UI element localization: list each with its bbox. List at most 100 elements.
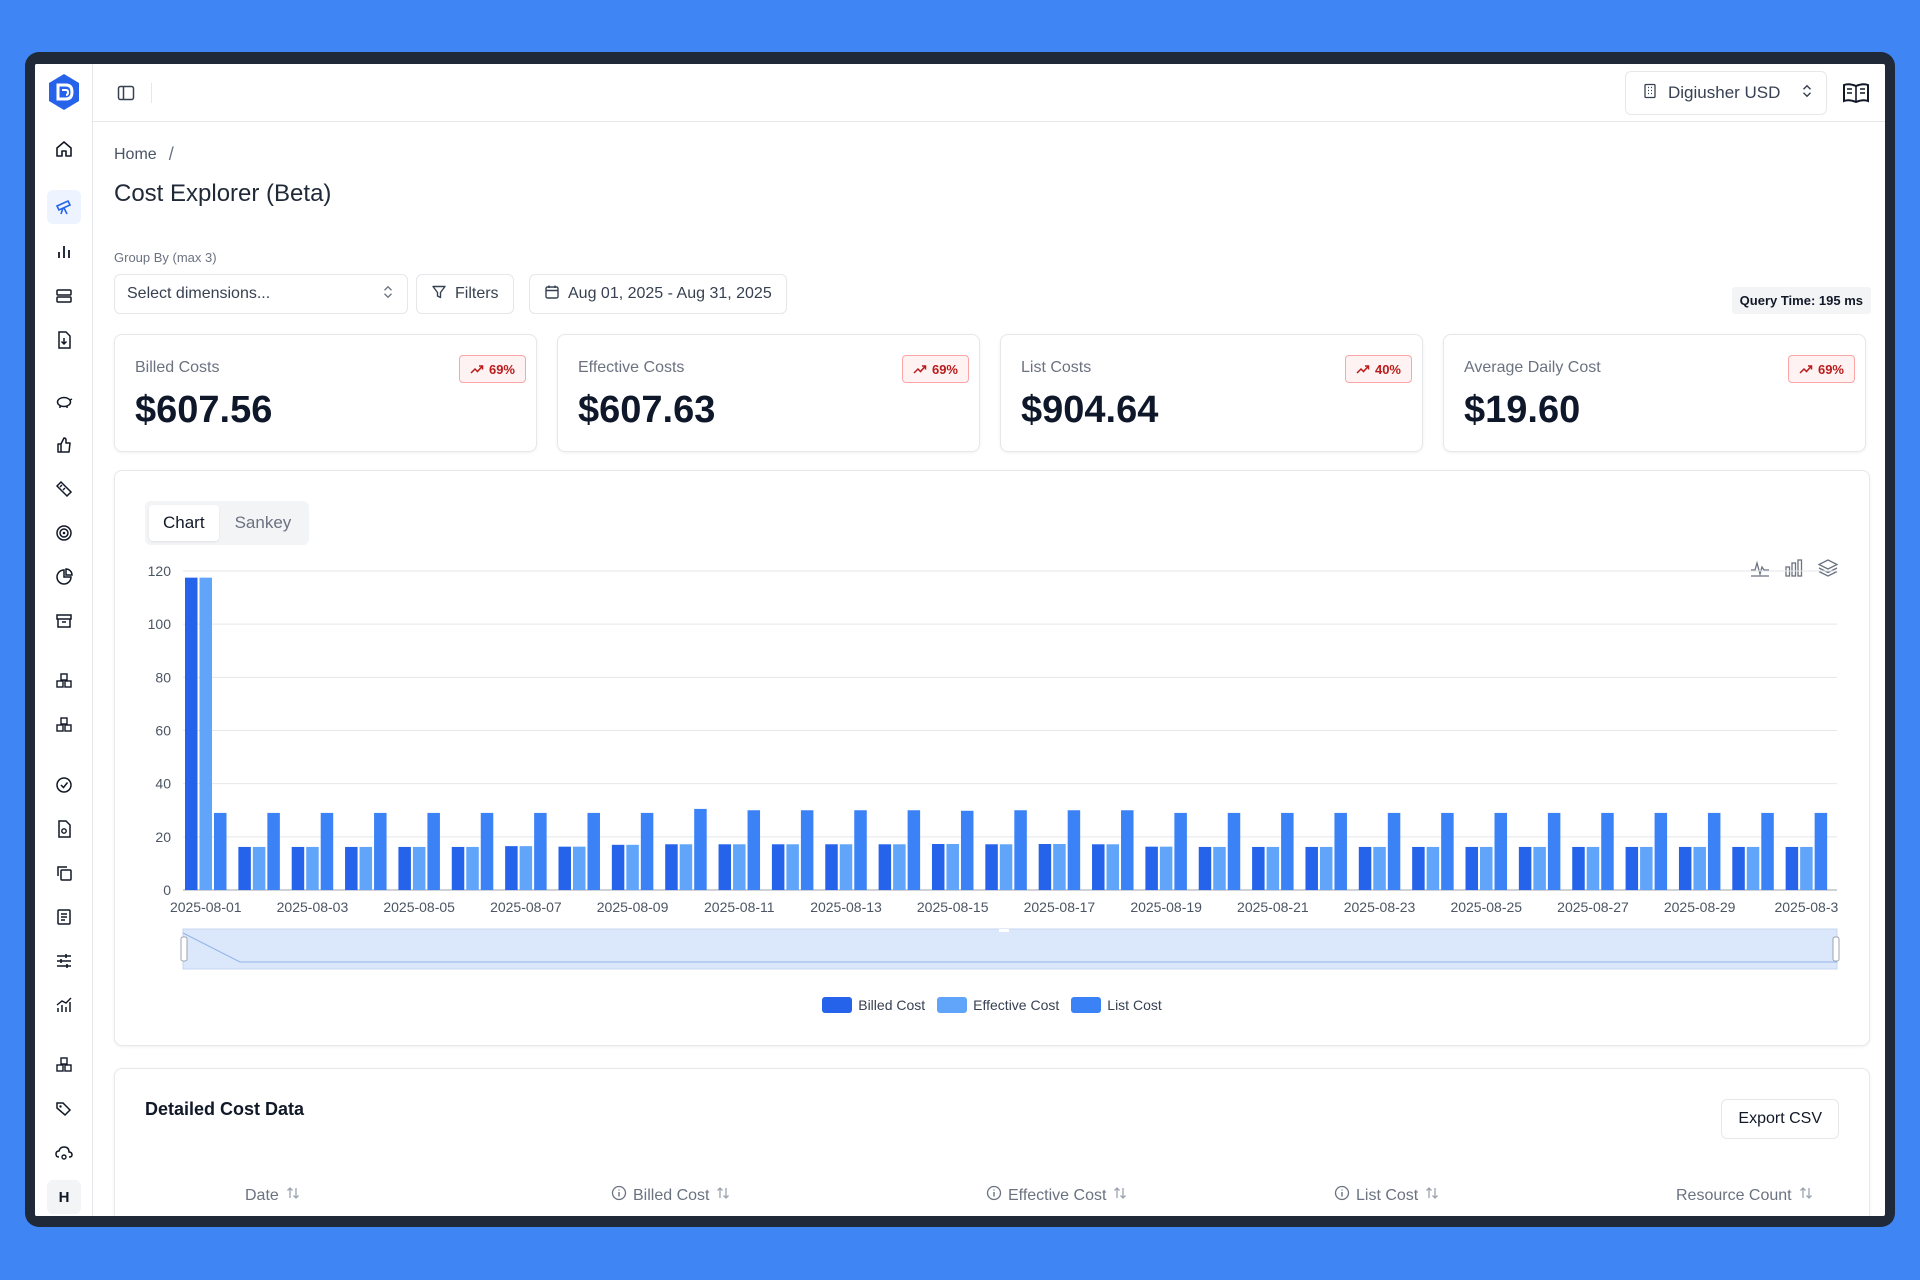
bar [1547,812,1561,890]
building-icon [1642,83,1658,104]
tab-chart[interactable]: Chart [149,505,219,541]
trending-chart-icon[interactable] [47,988,81,1022]
ledger-icon[interactable] [47,900,81,934]
tags-icon[interactable] [47,1092,81,1126]
stack-toggle-icon[interactable] [1817,557,1839,579]
kpi-change-badge: 40% [1344,355,1412,383]
bar [1387,812,1401,890]
bar [1159,846,1173,890]
bar [1707,812,1721,890]
bar-chart-icon[interactable] [47,235,81,269]
archive-icon[interactable] [47,604,81,638]
file-download-icon[interactable] [47,323,81,357]
bar [718,844,732,890]
kpi-card-effective: Effective Costs $607.63 69% [557,334,980,452]
x-tick-label: 2025-08-19 [1130,899,1202,915]
file-cog-icon[interactable] [47,812,81,846]
tab-sankey[interactable]: Sankey [234,513,292,532]
column-label: Date [245,1186,279,1204]
breadcrumb-home[interactable]: Home [114,145,157,163]
bar [291,846,305,890]
date-range-button[interactable]: Aug 01, 2025 - Aug 31, 2025 [529,274,787,314]
organization-select[interactable]: Digiusher USD [1625,71,1827,115]
ruler-icon[interactable] [47,472,81,506]
y-tick-label: 20 [155,829,171,845]
check-circle-icon[interactable] [47,768,81,802]
bar [825,844,838,890]
bar [878,844,892,890]
bar [451,846,465,890]
bar [1014,810,1027,890]
legend-item-effective[interactable]: Effective Cost [937,997,1059,1013]
piggy-bank-icon[interactable] [47,384,81,418]
column-header-date[interactable]: Date [245,1185,301,1206]
cloud-cog-icon[interactable] [47,1136,81,1170]
line-chart-toggle-icon[interactable] [1749,557,1771,579]
group-by-label: Group By (max 3) [114,250,217,265]
home-icon[interactable] [47,132,81,166]
copy-icon[interactable] [47,856,81,890]
legend-item-billed[interactable]: Billed Cost [822,997,925,1013]
kpi-label: Billed Costs [135,359,220,376]
column-header-effective-cost[interactable]: Effective Cost [986,1185,1128,1206]
bar [398,846,411,890]
bar [519,846,533,890]
user-avatar[interactable]: H [47,1180,81,1214]
kpi-label: Average Daily Cost [1464,359,1601,376]
pie-chart-icon[interactable] [47,560,81,594]
thumbs-up-icon[interactable] [47,428,81,462]
boxes-icon[interactable] [47,664,81,698]
server-icon[interactable] [47,279,81,313]
dimension-select[interactable]: Select dimensions... [114,274,408,314]
target-icon[interactable] [47,516,81,550]
bar [1358,846,1372,890]
topbar-divider [151,83,152,103]
bar [252,846,266,890]
legend-label: List Cost [1107,997,1162,1013]
logo-icon[interactable] [47,73,81,111]
x-tick-label: 2025-08-01 [170,899,242,915]
bar-chart-toggle-icon[interactable] [1783,557,1805,579]
bar [1213,846,1226,890]
bar [374,812,387,890]
info-icon [1334,1185,1350,1206]
bar [1693,846,1706,890]
column-header-list-cost[interactable]: List Cost [1334,1185,1440,1206]
book-open-icon[interactable] [1841,78,1871,108]
bar [214,812,227,890]
app-screen: H Digiusher USD Home / Cost Explorer (Be… [35,64,1885,1216]
bar [985,844,998,890]
bar [694,808,707,890]
x-tick-label: 2025-08-09 [597,899,669,915]
breadcrumb: Home / [114,144,174,165]
trending-up-icon [913,362,927,377]
bar [1252,846,1265,890]
cost-table-card: Detailed Cost Data Export CSV Date Bille… [114,1068,1870,1216]
sort-icon [1798,1185,1814,1206]
y-tick-label: 100 [148,616,172,632]
bar [907,810,921,890]
sliders-icon[interactable] [47,944,81,978]
bar [572,846,586,890]
trending-up-icon [1356,362,1370,377]
legend-label: Effective Cost [973,997,1060,1013]
zoom-slider-track [182,928,1838,970]
zoom-slider-preview [182,932,1837,963]
legend-item-list[interactable]: List Cost [1071,997,1162,1013]
bar [587,812,600,890]
boxes-stack-icon[interactable] [47,1048,81,1082]
export-csv-button[interactable]: Export CSV [1721,1099,1839,1139]
bar [1533,846,1546,890]
bar [345,846,358,890]
kpi-card-list: List Costs $904.64 40% [1000,334,1423,452]
sidebar-toggle-icon[interactable] [113,80,139,106]
bar [1121,810,1134,890]
telescope-icon[interactable] [47,190,81,224]
column-header-resource-count[interactable]: Resource Count [1676,1185,1814,1206]
boxes-alt-icon[interactable] [47,708,81,742]
column-header-billed-cost[interactable]: Billed Cost [611,1185,731,1206]
y-tick-label: 60 [155,723,171,739]
kpi-change-badge: 69% [1787,355,1855,383]
filters-button[interactable]: Filters [416,274,514,314]
x-tick-label: 2025-08-07 [490,899,562,915]
